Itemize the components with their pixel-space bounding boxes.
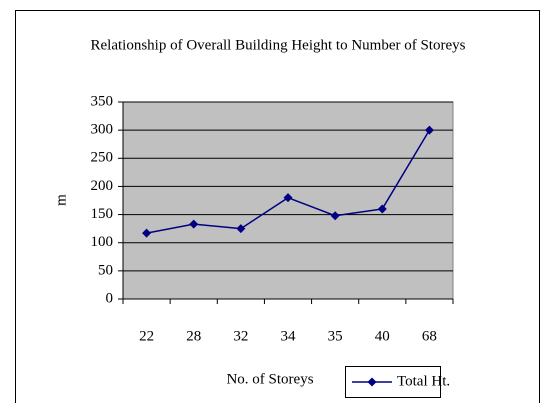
x-tick-label: 32	[233, 328, 248, 344]
y-tick-label: 200	[91, 178, 114, 194]
point	[236, 224, 246, 234]
point	[424, 125, 434, 135]
chart-title: Relationship of Overall Building Height …	[91, 37, 466, 53]
x-tick-label: 68	[422, 328, 437, 344]
y-tick-label: 250	[91, 150, 114, 166]
x-tick-label: 35	[328, 328, 343, 344]
x-axis-label: No. of Storeys	[226, 371, 313, 387]
y-tick-label: 0	[106, 290, 114, 306]
y-tick-label: 300	[91, 122, 114, 138]
point	[283, 193, 293, 203]
y-tick-label: 150	[91, 206, 114, 222]
point	[330, 211, 340, 221]
y-axis-label: m	[53, 194, 69, 206]
legend-label: Total Ht.	[397, 373, 450, 389]
x-tick-label: 40	[375, 328, 390, 344]
point	[142, 228, 152, 238]
y-tick-label: 350	[91, 93, 114, 109]
y-tick-label: 50	[98, 262, 113, 278]
x-tick-label: 34	[281, 328, 297, 344]
point	[189, 219, 199, 229]
legend-marker	[367, 377, 377, 387]
x-tick-label: 28	[186, 328, 201, 344]
y-tick-label: 100	[91, 234, 114, 250]
point	[377, 204, 387, 214]
x-tick-label: 22	[139, 328, 154, 344]
